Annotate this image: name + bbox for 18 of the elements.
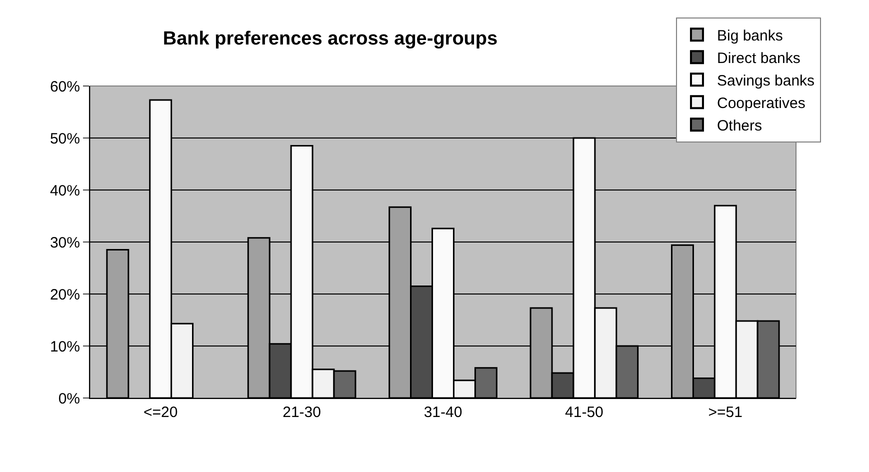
y-tick-label: 0% <box>58 390 80 408</box>
x-tick-label: 41-50 <box>565 404 604 421</box>
x-tick-label: 21-30 <box>282 404 321 421</box>
legend-label: Big banks <box>716 27 783 44</box>
y-tick-label: 10% <box>50 338 80 356</box>
x-tick-label: >=51 <box>708 404 743 421</box>
y-tick-label: 30% <box>50 234 80 252</box>
y-tick-label: 40% <box>50 182 80 200</box>
legend-label: Others <box>716 117 762 134</box>
chart-title: Bank preferences across age-groups <box>162 28 498 50</box>
y-tick-label: 60% <box>50 78 80 96</box>
x-tick-label: 31-40 <box>424 404 462 421</box>
legend-label: Direct banks <box>716 50 800 67</box>
x-tick-label: <=20 <box>143 404 178 421</box>
y-tick-label: 20% <box>50 286 80 304</box>
legend-label: Cooperatives <box>716 94 806 112</box>
y-tick-label: 50% <box>50 130 80 148</box>
legend-label: Savings banks <box>716 72 815 90</box>
